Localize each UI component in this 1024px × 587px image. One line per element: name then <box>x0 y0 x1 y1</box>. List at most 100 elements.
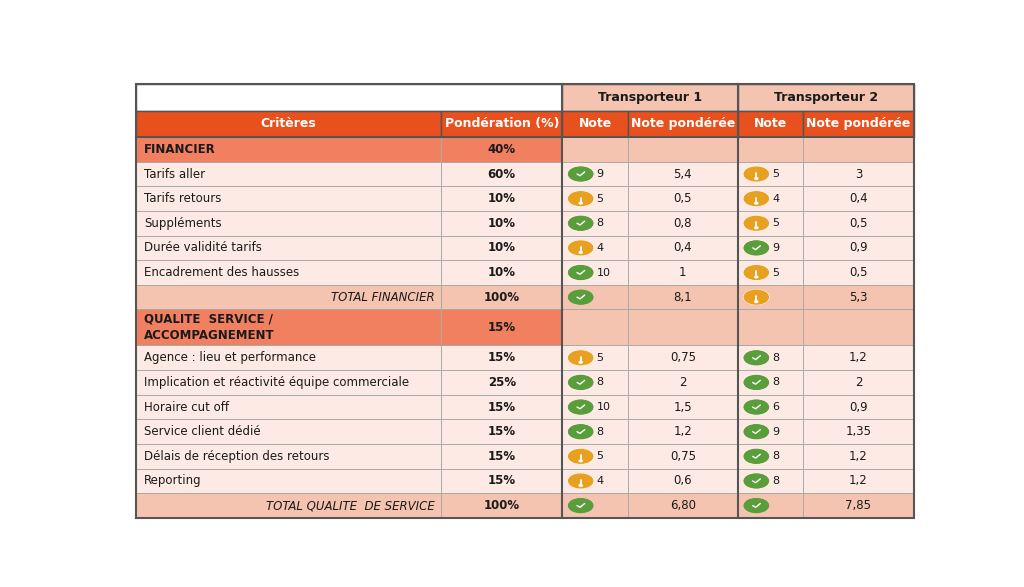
Bar <box>441 110 562 137</box>
Text: Note pondérée: Note pondérée <box>631 117 735 130</box>
Bar <box>562 260 628 285</box>
Bar <box>562 444 628 468</box>
Bar <box>441 285 562 309</box>
Text: 8: 8 <box>772 377 779 387</box>
Bar <box>136 84 562 110</box>
Text: 6,80: 6,80 <box>670 499 696 512</box>
Text: Note: Note <box>754 117 787 130</box>
Bar <box>628 211 738 235</box>
Bar <box>738 493 803 518</box>
Bar <box>441 309 562 346</box>
Text: Note: Note <box>579 117 611 130</box>
Circle shape <box>568 400 593 414</box>
Bar <box>136 161 441 186</box>
Text: 6: 6 <box>772 402 779 412</box>
Bar <box>136 186 441 211</box>
Bar <box>441 468 562 493</box>
Text: 0,5: 0,5 <box>674 192 692 205</box>
Bar <box>562 370 628 394</box>
Text: 0,4: 0,4 <box>849 192 867 205</box>
Text: 9: 9 <box>772 243 779 253</box>
Text: Agence : lieu et performance: Agence : lieu et performance <box>143 351 315 365</box>
Circle shape <box>744 167 768 181</box>
Text: Pondération (%): Pondération (%) <box>444 117 559 130</box>
Text: 10: 10 <box>596 402 610 412</box>
Circle shape <box>568 499 593 512</box>
Text: 8: 8 <box>772 476 779 486</box>
Bar <box>628 285 738 309</box>
Text: 0,6: 0,6 <box>674 474 692 487</box>
Circle shape <box>568 266 593 279</box>
Circle shape <box>568 474 594 488</box>
Circle shape <box>568 241 593 255</box>
Bar <box>136 394 441 419</box>
Bar <box>136 211 441 235</box>
Text: 9: 9 <box>596 169 603 179</box>
Text: Reporting: Reporting <box>143 474 202 487</box>
Text: 0,75: 0,75 <box>670 351 696 365</box>
Circle shape <box>744 192 768 205</box>
Circle shape <box>568 474 593 488</box>
Text: 15%: 15% <box>487 321 516 334</box>
Circle shape <box>755 178 758 180</box>
Bar <box>441 137 562 161</box>
Bar <box>562 493 628 518</box>
Bar <box>628 137 738 161</box>
Bar <box>562 309 628 346</box>
Bar <box>136 419 441 444</box>
Text: Suppléments: Suppléments <box>143 217 221 230</box>
Text: Délais de réception des retours: Délais de réception des retours <box>143 450 330 463</box>
Text: 5: 5 <box>596 353 603 363</box>
Text: 4: 4 <box>596 243 603 253</box>
Bar <box>628 444 738 468</box>
Bar <box>441 260 562 285</box>
Text: TOTAL QUALITE  DE SERVICE: TOTAL QUALITE DE SERVICE <box>266 499 435 512</box>
Text: 5: 5 <box>596 451 603 461</box>
Circle shape <box>580 362 583 363</box>
Bar <box>562 211 628 235</box>
Bar <box>628 260 738 285</box>
Bar <box>562 137 628 161</box>
Text: 60%: 60% <box>487 167 516 181</box>
Bar <box>441 493 562 518</box>
Bar <box>441 346 562 370</box>
Bar <box>803 444 913 468</box>
Bar <box>738 260 803 285</box>
Circle shape <box>743 191 769 206</box>
Circle shape <box>568 450 593 463</box>
Bar <box>628 161 738 186</box>
Text: 5: 5 <box>596 194 603 204</box>
Text: 100%: 100% <box>483 291 520 303</box>
Bar <box>628 468 738 493</box>
Bar <box>136 309 441 346</box>
Bar <box>136 468 441 493</box>
Bar <box>562 419 628 444</box>
Text: 1,2: 1,2 <box>674 425 692 438</box>
Text: 10: 10 <box>596 268 610 278</box>
Text: 0,9: 0,9 <box>849 400 867 414</box>
Text: Tarifs retours: Tarifs retours <box>143 192 221 205</box>
Text: 0,8: 0,8 <box>674 217 692 230</box>
Circle shape <box>744 351 768 365</box>
Bar <box>562 186 628 211</box>
Circle shape <box>568 167 593 181</box>
Text: 9: 9 <box>772 427 779 437</box>
Circle shape <box>744 425 768 438</box>
Bar <box>803 285 913 309</box>
Text: 10%: 10% <box>487 241 516 254</box>
Circle shape <box>744 241 768 255</box>
Bar <box>628 370 738 394</box>
Bar <box>803 186 913 211</box>
Bar <box>628 110 738 137</box>
Text: QUALITE  SERVICE /
ACCOMPAGNEMENT: QUALITE SERVICE / ACCOMPAGNEMENT <box>143 312 274 342</box>
Circle shape <box>568 425 593 438</box>
Circle shape <box>568 217 593 230</box>
Text: 0,5: 0,5 <box>849 266 867 279</box>
Text: 1,35: 1,35 <box>846 425 871 438</box>
Text: Durée validité tarifs: Durée validité tarifs <box>143 241 262 254</box>
Bar <box>136 346 441 370</box>
Text: 4: 4 <box>772 194 779 204</box>
Text: 5,3: 5,3 <box>849 291 867 303</box>
Bar <box>441 419 562 444</box>
Text: 8: 8 <box>596 427 603 437</box>
